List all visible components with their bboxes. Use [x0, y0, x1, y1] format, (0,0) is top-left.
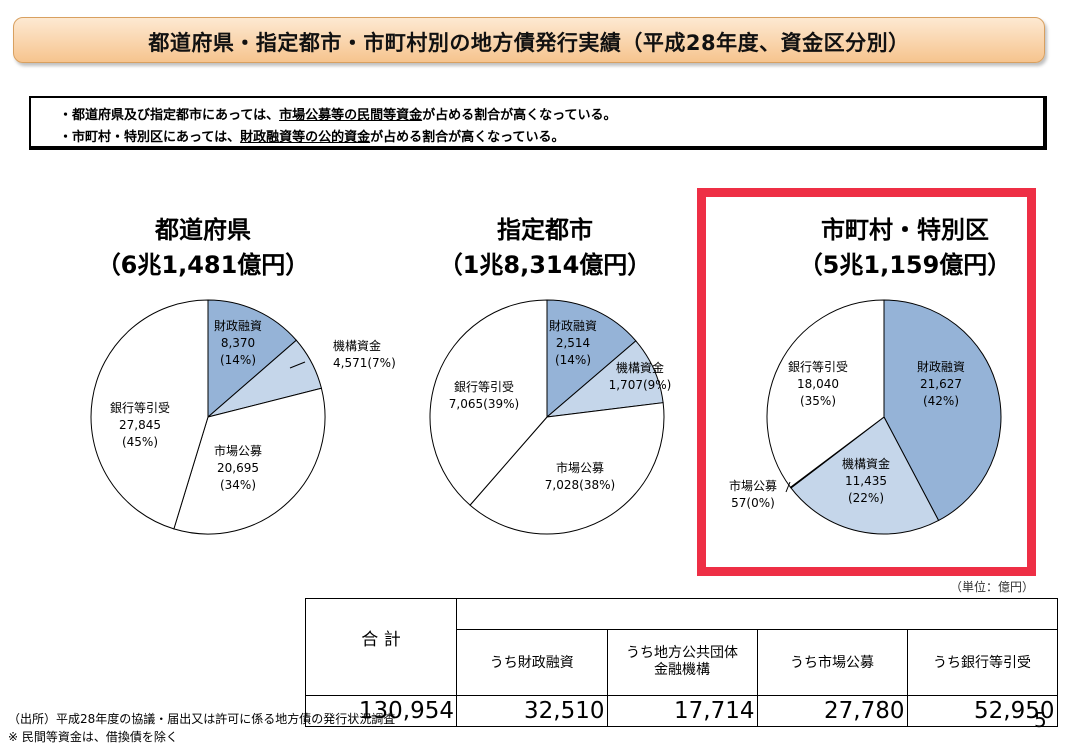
chart-2-slice-3-value: 7,028(38%) — [545, 478, 615, 492]
chart-1-slice-1-value: 8,370 — [221, 336, 255, 350]
chart-2-slice-2-label: 機構資金 — [616, 360, 664, 375]
chart-3-slice-2-label: 機構資金 — [842, 456, 890, 471]
chart-3-slice-3-label: 市場公募 — [729, 478, 777, 493]
chart-3-slice-1-value: (42%) — [923, 394, 959, 408]
chart-1-slice-4-value: (45%) — [122, 435, 158, 449]
chart-2-subtitle: （1兆8,314億円） — [438, 251, 652, 279]
chart-3-slice-2-value: (22%) — [848, 491, 884, 505]
title-banner: 都道府県・指定都市・市町村別の地方債発行実績（平成28年度、資金区分別） — [13, 17, 1045, 63]
chart-2-slice-2-value: 1,707(9%) — [609, 378, 672, 392]
summary-emphasis-2: 財政融資等の公的資金 — [240, 130, 371, 145]
chart-3-subtitle: （5兆1,159億円） — [798, 251, 1012, 279]
chart-3-slice-2-value: 11,435 — [845, 474, 887, 488]
totals-table: 合 計 うち財政融資 うち地方公共団体 金融機構 うち市場公募 うち銀行等引受 … — [305, 598, 1058, 727]
unit-note: （単位：億円） — [950, 580, 1035, 594]
table-value: 32,510 — [456, 695, 608, 727]
chart-3-slice-4-value: 18,040 — [797, 377, 839, 391]
column-header: うち市場公募 — [756, 628, 908, 697]
chart-3-slice-1-value: 21,627 — [920, 377, 962, 391]
header-spacer — [907, 598, 1058, 630]
chart-3-slice-2 — [790, 416, 940, 535]
chart-3-title: 市町村・特別区 （5兆1,159億円） — [790, 210, 1020, 280]
chart-2-title: 指定都市 （1兆8,314億円） — [430, 210, 660, 280]
page-title: 都道府県・指定都市・市町村別の地方債発行実績（平成28年度、資金区分別） — [148, 31, 910, 55]
chart-2-slice-1-value: 2,514 — [556, 336, 590, 350]
footnote: ※ 民間等資金は、借換債を除く — [8, 730, 178, 744]
chart-2-slice-1-value: (14%) — [555, 353, 591, 367]
chart-2-slice-3 — [469, 402, 665, 535]
chart-1-title: 都道府県 （6兆1,481億円） — [88, 210, 318, 280]
header-spacer — [607, 598, 757, 630]
chart-1-subtitle: （6兆1,481億円） — [96, 251, 310, 279]
chart-2-slice-4 — [429, 299, 548, 506]
summary-box: ・都道府県及び指定都市にあっては、市場公募等の民間等資金が占める割合が高くなって… — [29, 96, 1047, 150]
chart-1-leader-line — [289, 361, 306, 369]
chart-1-slice-2-value: 4,571(7%) — [333, 356, 396, 370]
column-header: うち財政融資 — [456, 628, 608, 697]
page-number: 5 — [1034, 708, 1047, 732]
chart-1-slice-1-value: (14%) — [220, 353, 256, 367]
chart-1-slice-3-value: 20,695 — [217, 461, 259, 475]
chart-2-slice-3-label: 市場公募 — [556, 460, 604, 475]
column-header: うち地方公共団体 金融機構 — [606, 628, 758, 697]
chart-1-slice-1-label: 財政融資 — [214, 318, 262, 333]
chart-1-slice-2-label: 機構資金 — [333, 338, 381, 353]
chart-3-slice-4-label: 銀行等引受 — [788, 360, 848, 374]
chart-3-slice-3-value: 57(0%) — [731, 496, 775, 510]
table-value: 52,950 — [906, 695, 1058, 727]
chart-2-slice-1-label: 財政融資 — [549, 318, 597, 333]
total-header: 合 計 — [305, 598, 457, 696]
chart-1-slice-3-value: (34%) — [220, 478, 256, 492]
chart-1-slice-4 — [90, 299, 209, 530]
summary-emphasis-1: 市場公募等の民間等資金 — [279, 108, 423, 123]
chart-2-slice-1 — [546, 299, 637, 419]
chart-3-leader-line — [785, 481, 791, 493]
table-value: 17,714 — [606, 695, 758, 727]
chart-3-slice-4-value: (35%) — [800, 394, 836, 408]
chart-3-slice-1 — [883, 299, 1002, 522]
header-spacer — [757, 598, 907, 630]
column-header: うち銀行等引受 — [906, 628, 1058, 697]
chart-3-slice-1-label: 財政融資 — [917, 359, 965, 374]
chart-2-slice-4-value: 7,065(39%) — [449, 397, 519, 411]
highlight-frame — [697, 188, 1036, 576]
chart-1-slice-4-value: 27,845 — [119, 418, 161, 432]
chart-2-slice-4-label: 銀行等引受 — [454, 380, 514, 394]
summary-line-2: ・市町村・特別区にあっては、財政融資等の公的資金が占める割合が高くなっている。 — [59, 130, 565, 145]
summary-line-1: ・都道府県及び指定都市にあっては、市場公募等の民間等資金が占める割合が高くなって… — [59, 108, 617, 123]
source-note: （出所）平成28年度の協議・届出又は許可に係る地方債の発行状況調査 — [8, 712, 396, 726]
total-value: 130,954 — [305, 695, 457, 727]
chart-1-slice-3 — [173, 387, 326, 535]
chart-1-slice-4-label: 銀行等引受 — [110, 401, 170, 415]
header-spacer — [456, 598, 607, 630]
chart-3-slice-4 — [766, 299, 885, 489]
chart-1-slice-1 — [207, 299, 298, 419]
chart-1-slice-3-label: 市場公募 — [214, 443, 262, 458]
table-value: 27,780 — [756, 695, 908, 727]
